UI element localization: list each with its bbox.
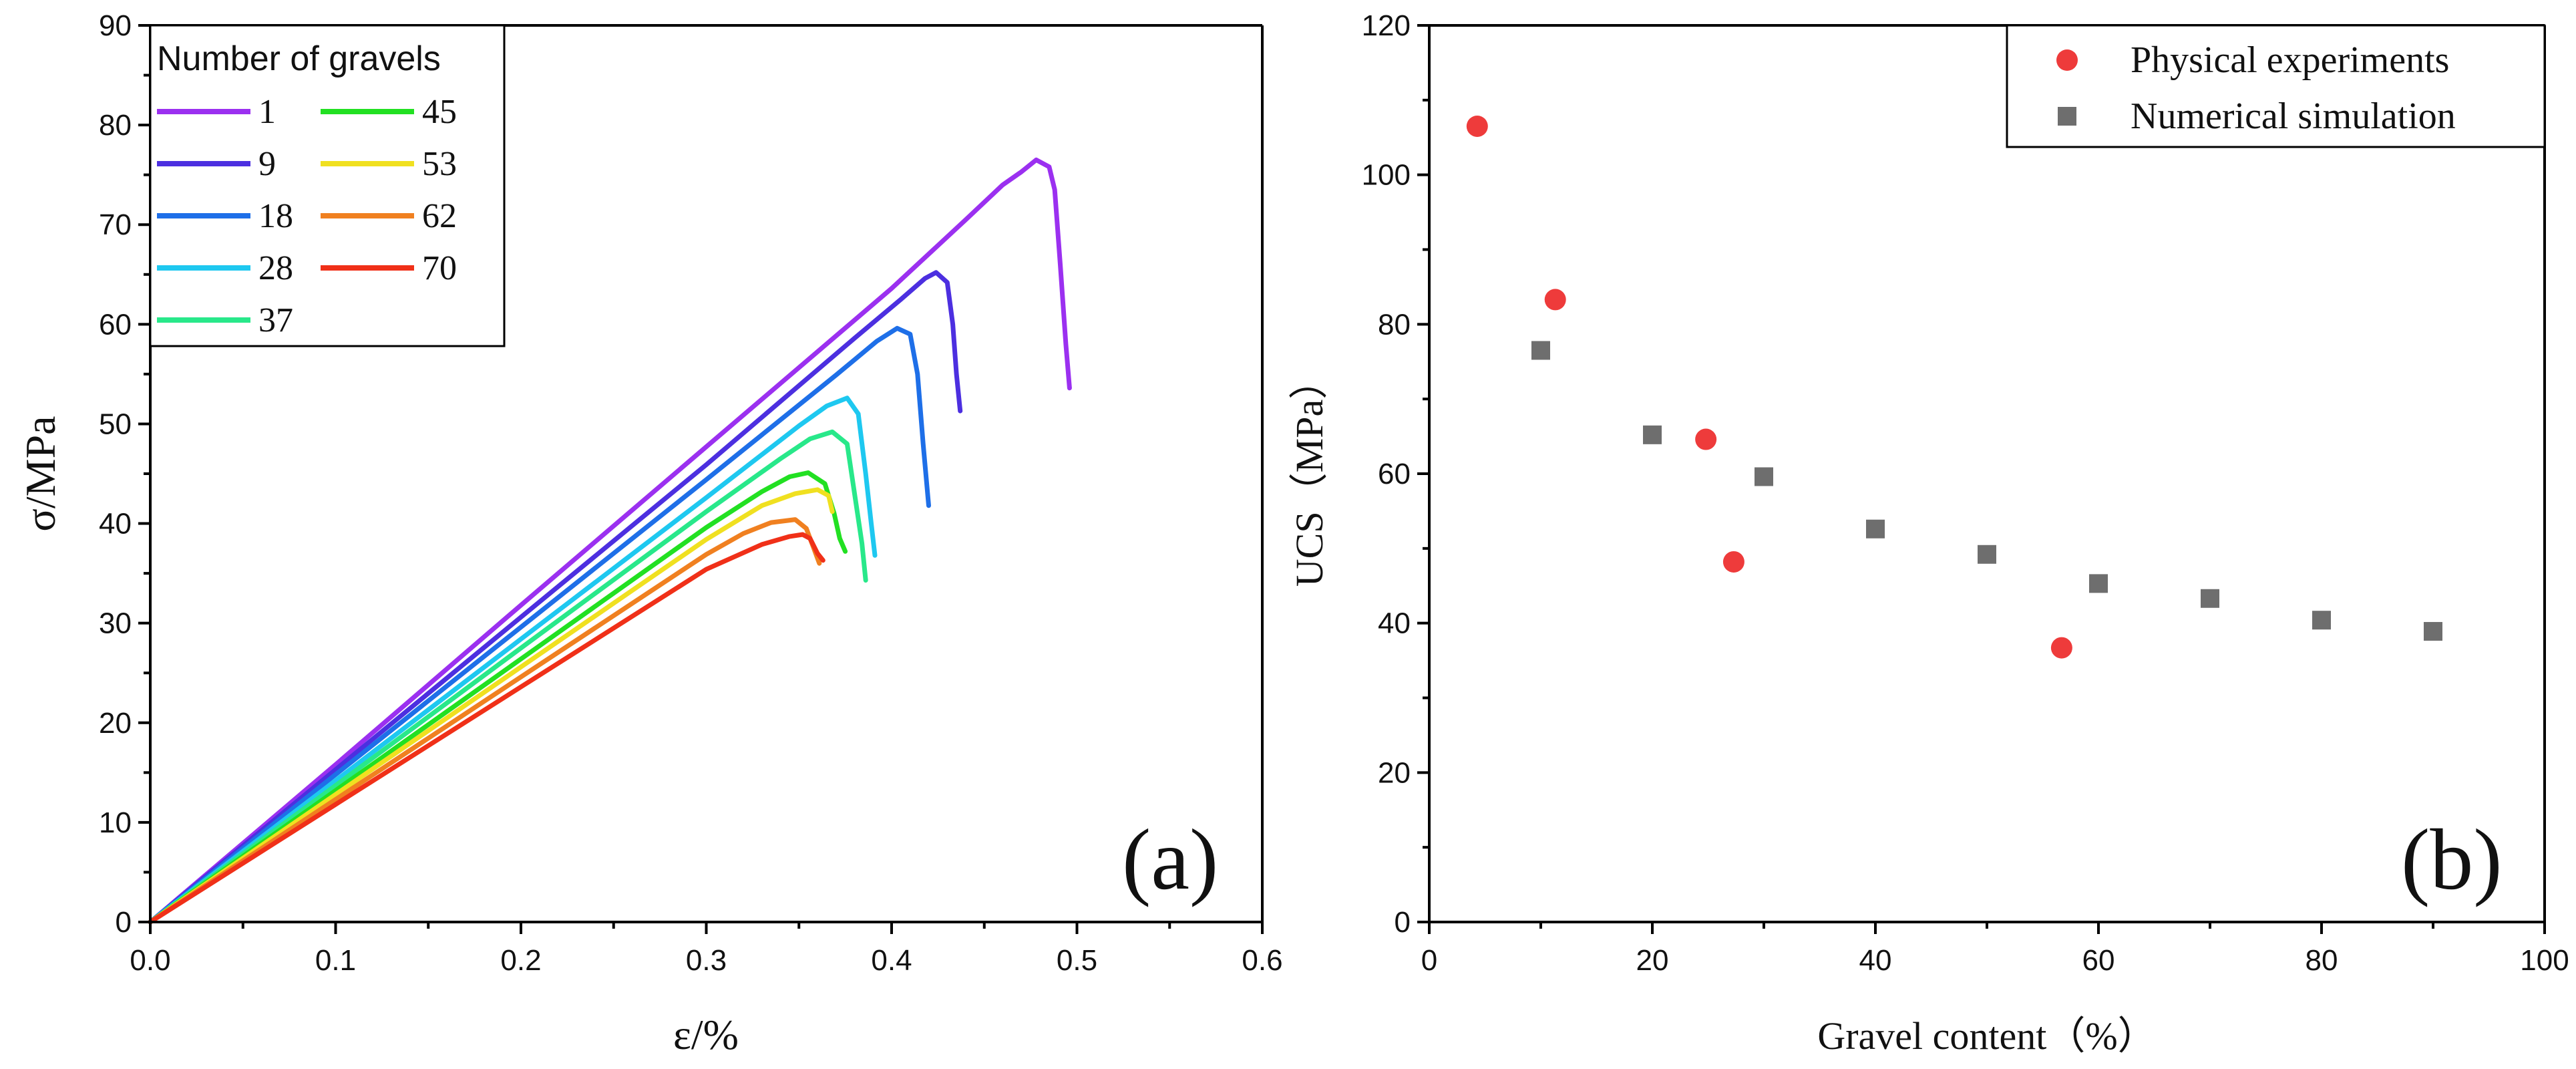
panel-a-legend-items: 1 9 18 28 37 45 53 62 70 <box>157 93 457 339</box>
point-numerical-simulation <box>1643 425 1662 444</box>
panel-a-y-tick-label: 20 <box>99 707 132 740</box>
point-numerical-simulation <box>1755 467 1773 486</box>
panel-b-x-tick-label: 0 <box>1421 944 1437 977</box>
panel-b-legend: Physical experiments Numerical simulatio… <box>2006 24 2546 148</box>
panel-a-y-tick-label: 10 <box>99 806 132 839</box>
panel-b-label: (b) <box>2401 812 2503 908</box>
panel-a-stress-strain-chart: 0.0 0.1 0.2 0.3 0.4 0.5 0.6 0 10 20 30 40 50 60 70 80 90… <box>17 9 1283 1058</box>
panel-b-y-tick-label: 120 <box>1362 9 1411 42</box>
panel-a-x-tick-label: 0.2 <box>500 944 541 977</box>
curve-gravels-28 <box>148 396 878 925</box>
legend-label-70: 70 <box>422 249 457 287</box>
panel-a-ticks: 0.0 0.1 0.2 0.3 0.4 0.5 0.6 0 10 20 30 40 50 60 70 80 90 <box>99 9 1283 977</box>
panel-b-x-tick-label: 100 <box>2520 944 2569 977</box>
curve-gravels-18 <box>148 325 931 925</box>
curve-gravels-45 <box>148 470 848 925</box>
panel-b-y-tick-label: 20 <box>1378 756 1411 789</box>
panel-a-x-tick-label: 0.6 <box>1242 944 1282 977</box>
curve-gravels-62 <box>148 517 822 925</box>
point-numerical-simulation <box>1978 545 1996 564</box>
curve-gravels-70 <box>148 532 825 925</box>
legend-label-62: 62 <box>422 197 457 235</box>
panel-a-legend: Number of gravels 1 9 18 28 37 45 53 62 70 <box>149 24 506 347</box>
panel-b-ucs-chart: 0 20 40 60 80 100 0 20 40 60 80 100 120 Gravel conte… <box>1288 9 2569 1058</box>
legend-title: Number of gravels <box>157 39 441 78</box>
legend-label-9: 9 <box>258 145 276 183</box>
panel-a-x-tick-label: 0.5 <box>1057 944 1097 977</box>
point-numerical-simulation <box>1866 519 1885 539</box>
legend-label-physical-experiments: Physical experiments <box>2131 39 2449 81</box>
panel-b-y-tick-label: 40 <box>1378 607 1411 640</box>
panel-a-y-tick-label: 40 <box>99 508 132 541</box>
legend-label-37: 37 <box>258 301 293 339</box>
panel-b-y-tick-label: 80 <box>1378 308 1411 341</box>
legend-marker-physical-experiments <box>2056 49 2078 71</box>
panel-b-y-tick-label: 100 <box>1362 159 1411 192</box>
legend-label-53: 53 <box>422 145 457 183</box>
stress-strain-curves <box>148 157 1072 925</box>
panel-a-x-tick-label: 0.1 <box>315 944 356 977</box>
curve-gravels-37 <box>148 429 868 925</box>
panel-b-x-tick-label: 80 <box>2306 944 2338 977</box>
panel-b-legend-box <box>2006 24 2546 148</box>
point-physical-experiment <box>2050 637 2072 659</box>
point-physical-experiment <box>1544 289 1566 311</box>
panel-a-y-axis-title: σ/MPa <box>17 416 64 531</box>
legend-label-28: 28 <box>258 249 293 287</box>
panel-a-y-tick-label: 70 <box>99 208 132 241</box>
point-numerical-simulation <box>2312 611 2331 630</box>
panel-a-y-tick-label: 30 <box>99 607 132 640</box>
panel-a-legend-box <box>149 24 506 347</box>
panel-b-y-tick-label: 0 <box>1395 906 1411 939</box>
point-numerical-simulation <box>2089 574 2108 593</box>
legend-label-18: 18 <box>258 197 293 235</box>
panel-a-y-tick-label: 90 <box>99 9 132 42</box>
panel-b-x-tick-label: 20 <box>1636 944 1669 977</box>
panel-a-x-axis-title: ε/% <box>673 1011 739 1058</box>
panel-a-y-tick-label: 50 <box>99 408 132 440</box>
panel-a-label: (a) <box>1122 812 1218 908</box>
curve-gravels-1 <box>148 157 1072 925</box>
legend-label-numerical-simulation: Numerical simulation <box>2131 96 2456 137</box>
curve-gravels-9 <box>148 270 963 925</box>
ucs-scatter-points <box>1466 115 2442 659</box>
panel-b-x-tick-label: 40 <box>1859 944 1892 977</box>
point-physical-experiment <box>1722 551 1744 573</box>
legend-marker-numerical-simulation <box>2058 107 2076 126</box>
legend-label-1: 1 <box>258 93 276 131</box>
point-numerical-simulation <box>2424 621 2442 641</box>
point-numerical-simulation <box>1531 341 1550 360</box>
panel-a-y-tick-label: 0 <box>116 906 132 939</box>
legend-label-45: 45 <box>422 93 457 131</box>
panel-a-y-tick-label: 60 <box>99 308 132 341</box>
point-physical-experiment <box>1466 115 1488 137</box>
panel-a-x-tick-label: 0.0 <box>130 944 170 977</box>
panel-a-y-tick-label: 80 <box>99 109 132 142</box>
panel-b-y-tick-label: 60 <box>1378 458 1411 490</box>
panel-b-y-axis-title: UCS（MPa） <box>1288 361 1331 587</box>
point-numerical-simulation <box>2201 589 2219 608</box>
panel-b-x-axis-title: Gravel content（%） <box>1817 1014 2156 1058</box>
panel-a-x-tick-label: 0.3 <box>686 944 727 977</box>
curve-gravels-53 <box>148 487 835 925</box>
panel-b-ticks: 0 20 40 60 80 100 0 20 40 60 80 100 120 <box>1362 9 2569 977</box>
panel-a-x-tick-label: 0.4 <box>871 944 912 977</box>
panel-b-x-tick-label: 60 <box>2082 944 2115 977</box>
point-physical-experiment <box>1695 428 1717 450</box>
